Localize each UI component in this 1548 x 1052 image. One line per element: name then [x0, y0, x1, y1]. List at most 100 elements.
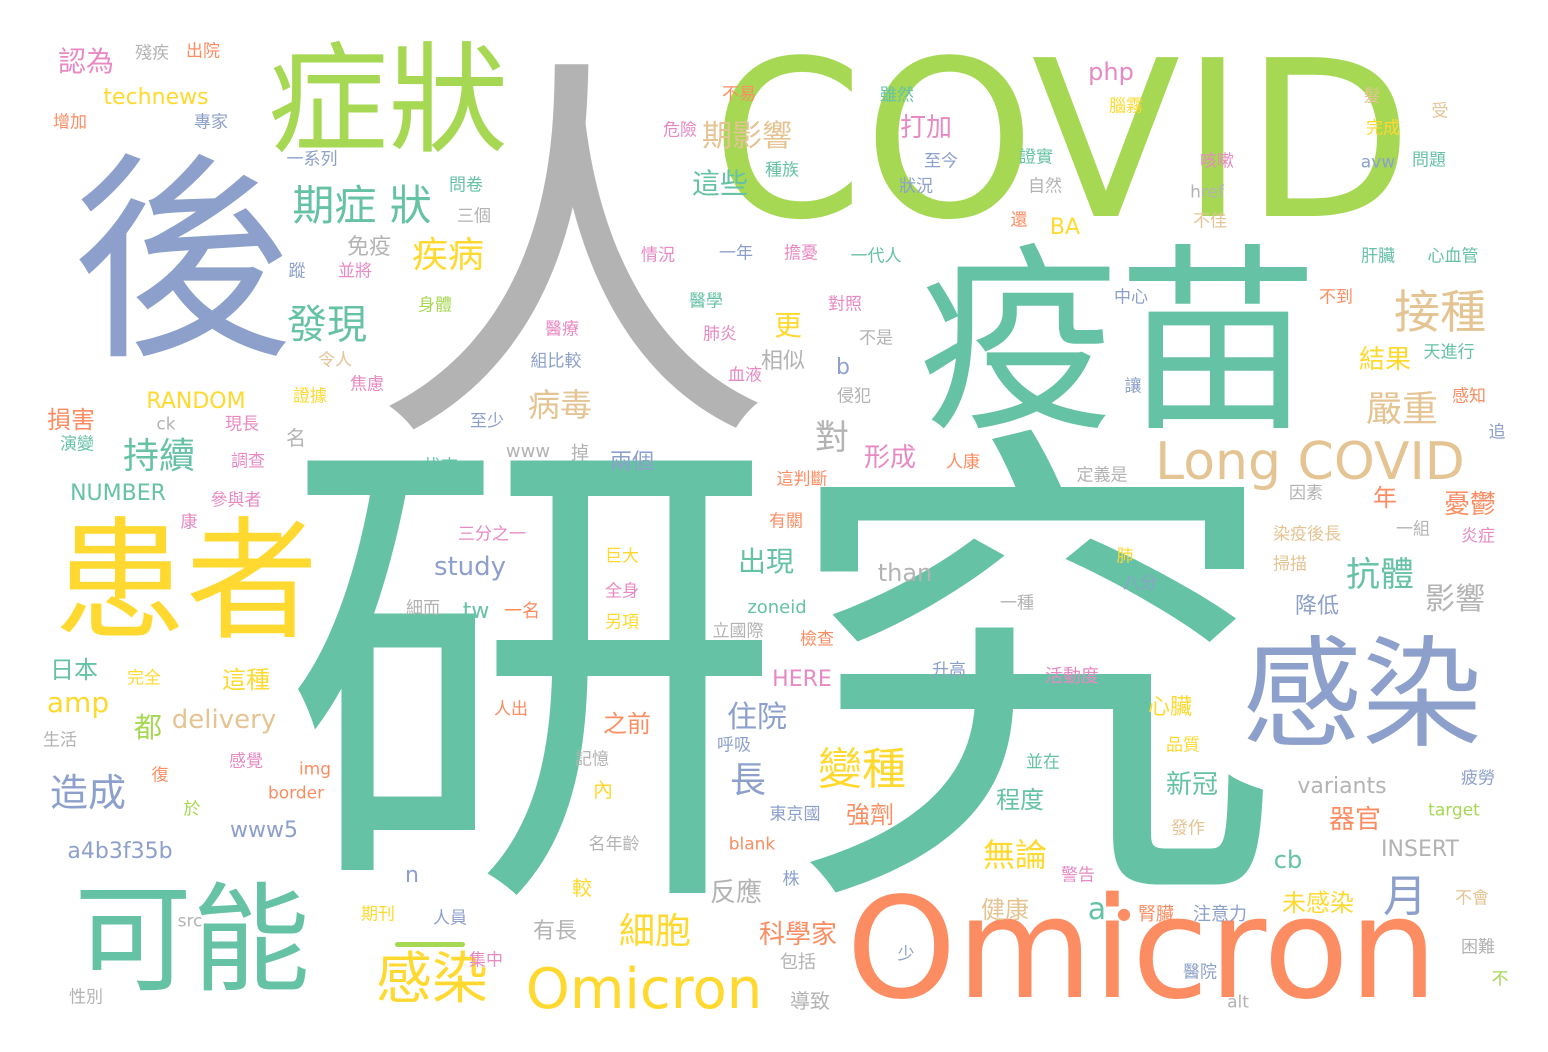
- word: INSERT: [1381, 837, 1459, 862]
- word: 掃描: [1273, 554, 1307, 575]
- word: target: [1428, 800, 1480, 821]
- word: 無論: [982, 836, 1048, 874]
- word: a4b3f35b: [67, 839, 173, 864]
- word: 可能: [73, 871, 311, 1009]
- word: 心血管: [1427, 246, 1479, 267]
- word: 組比較: [530, 351, 582, 372]
- word: 身體: [418, 295, 452, 316]
- word: 並將: [338, 261, 372, 282]
- word: 疲勞: [1461, 768, 1495, 789]
- word: 導致: [790, 989, 830, 1013]
- word: 疫苗: [917, 227, 1319, 460]
- word: 三分之一: [458, 524, 526, 545]
- word: 現長: [225, 414, 259, 435]
- word: 一系列: [286, 149, 338, 170]
- word: 造成: [49, 771, 127, 815]
- word: 抗體: [1346, 555, 1414, 595]
- word: 這種: [222, 666, 270, 694]
- word: 復: [151, 765, 169, 786]
- word: zoneid: [747, 597, 807, 618]
- word: 科學家: [758, 920, 838, 950]
- word: 損害: [47, 406, 95, 434]
- word: 增加: [53, 112, 87, 133]
- word: 定義是: [1076, 465, 1128, 486]
- word: 全身: [605, 581, 639, 602]
- word: 一代人: [850, 246, 902, 267]
- word: 還: [1010, 210, 1028, 231]
- word: img: [298, 759, 332, 780]
- word: blank: [728, 834, 776, 855]
- word: 肺炎: [703, 324, 737, 345]
- word: 追: [1488, 422, 1506, 443]
- word: 一組: [1396, 519, 1430, 540]
- word: 參與者: [210, 490, 262, 511]
- word: 專家: [194, 112, 228, 133]
- word: 咳嗽: [1200, 151, 1234, 172]
- word: variants: [1297, 774, 1387, 799]
- word: 憂鬱: [1443, 490, 1497, 520]
- word: src: [177, 911, 203, 932]
- word: 令人: [318, 350, 352, 371]
- word: 立國際: [712, 621, 764, 642]
- decorative-bar: [395, 942, 465, 947]
- word: 找來: [424, 456, 458, 477]
- word: 持續: [122, 436, 196, 477]
- word: 打加: [899, 113, 953, 143]
- word: b: [836, 355, 850, 380]
- word: 腎臟: [1138, 904, 1174, 925]
- word: 自然: [1028, 176, 1062, 197]
- word: 注意力: [1193, 904, 1247, 925]
- word: 發作: [1171, 818, 1205, 839]
- word: 認為: [57, 45, 115, 78]
- word: 月: [1383, 871, 1427, 922]
- word: NUMBER: [70, 481, 166, 506]
- word: 器官: [1328, 805, 1382, 835]
- word: RANDOM: [146, 389, 246, 414]
- word: 肝臟: [1361, 246, 1395, 267]
- word: 巨大: [605, 546, 639, 567]
- word: 八分: [1123, 573, 1157, 594]
- word: 相似: [760, 349, 806, 374]
- word: BA: [1049, 215, 1081, 240]
- word: 免疫: [346, 235, 392, 260]
- word: 一年: [719, 243, 753, 264]
- word: 對: [815, 418, 849, 458]
- word: 程度: [996, 786, 1044, 814]
- word: 雖然: [880, 85, 914, 106]
- word: ●: [1117, 904, 1131, 923]
- word: 這些: [691, 167, 749, 200]
- word: 嚴重: [1365, 389, 1439, 430]
- word: 不佳: [1193, 211, 1227, 232]
- word: 證據: [293, 386, 327, 407]
- word: 至少: [470, 411, 504, 432]
- word: 之前: [603, 710, 651, 738]
- word: 受: [1431, 101, 1449, 122]
- word: 呼吸: [717, 735, 751, 756]
- word: 種族: [765, 160, 799, 181]
- word: 細而: [406, 598, 440, 619]
- word: 期影響: [702, 119, 792, 154]
- word: 東京國: [769, 804, 821, 825]
- word: Omicron: [525, 957, 763, 1022]
- word: 兩個: [609, 450, 655, 475]
- word: 醫療: [545, 319, 579, 340]
- word: tw: [462, 599, 490, 624]
- word: 殘疾: [135, 43, 169, 64]
- word: 檢查: [800, 629, 834, 650]
- word: 新冠: [1165, 770, 1219, 800]
- word: 於: [183, 799, 201, 820]
- word: 品質: [1166, 735, 1200, 756]
- word: 影響: [1425, 582, 1485, 617]
- word: 記憶: [575, 749, 609, 770]
- word: 出院: [186, 41, 220, 62]
- word: 焦慮: [350, 374, 384, 395]
- word: 蹤: [288, 261, 306, 282]
- word: 醫學: [689, 291, 723, 312]
- word: 感知: [1452, 386, 1486, 407]
- word: 染疫後長: [1273, 524, 1341, 545]
- word: 肺: [1116, 546, 1134, 567]
- word: 因素: [1289, 483, 1323, 504]
- word: 擔憂: [784, 243, 818, 264]
- word: 證實: [1019, 147, 1053, 168]
- word: 康: [180, 512, 198, 533]
